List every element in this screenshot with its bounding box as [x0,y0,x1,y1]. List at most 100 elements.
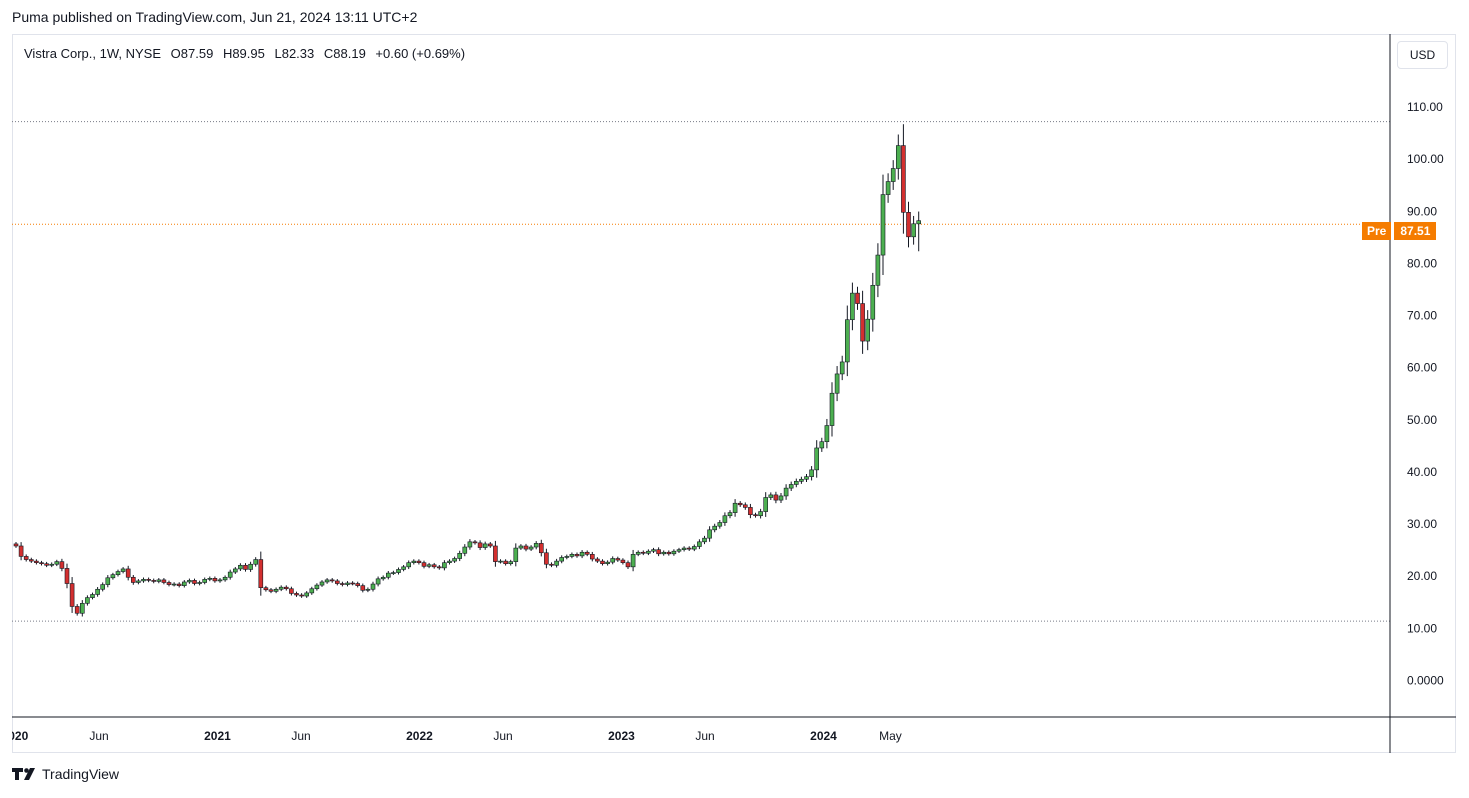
candle[interactable] [283,585,289,591]
candle[interactable] [39,560,44,566]
candle[interactable] [875,243,881,298]
candle[interactable] [824,418,830,449]
currency-button[interactable]: USD [1397,41,1448,69]
candle[interactable] [309,586,315,595]
candle[interactable] [457,550,463,562]
candle[interactable] [411,559,417,565]
candle[interactable] [727,510,733,519]
candle[interactable] [59,558,65,572]
candle[interactable] [503,559,508,566]
candle[interactable] [227,569,233,580]
candle[interactable] [600,559,605,566]
candle[interactable] [120,567,126,574]
candle[interactable] [640,550,646,556]
candle[interactable] [676,547,682,554]
candle[interactable] [197,580,202,586]
candle[interactable] [416,559,422,565]
candle[interactable] [901,124,906,234]
candle[interactable] [513,543,519,567]
candle[interactable] [289,586,294,596]
candle[interactable] [355,581,361,588]
candle[interactable] [23,554,29,562]
candle[interactable] [523,543,529,552]
candle[interactable] [595,557,600,563]
candle[interactable] [635,550,641,557]
candle[interactable] [661,550,667,556]
candle[interactable] [278,585,284,592]
candle[interactable] [569,552,575,559]
candle[interactable] [314,583,320,591]
candle[interactable] [105,575,111,588]
candle[interactable] [528,545,534,551]
candle[interactable] [192,578,197,586]
candle[interactable] [350,581,355,586]
candle[interactable] [74,604,80,616]
candle[interactable] [54,559,60,567]
candle[interactable] [243,563,248,572]
candle[interactable] [778,493,784,503]
candle[interactable] [324,578,330,584]
candle[interactable] [217,578,223,583]
candle[interactable] [589,551,595,562]
candle[interactable] [579,550,585,559]
candle[interactable] [829,382,835,437]
candle[interactable] [49,562,55,568]
candle[interactable] [85,595,90,606]
candle[interactable] [895,134,901,180]
candle[interactable] [44,561,49,568]
candle[interactable] [844,305,850,377]
candle[interactable] [258,551,264,596]
candle[interactable] [493,540,498,567]
candle[interactable] [273,587,279,594]
candle[interactable] [334,579,340,586]
candle[interactable] [564,554,570,560]
candle[interactable] [860,290,865,354]
candle[interactable] [707,526,712,542]
candle[interactable] [722,512,728,526]
candle[interactable] [365,587,371,593]
candle[interactable] [396,567,401,575]
candle[interactable] [559,555,565,564]
candle[interactable] [370,581,376,592]
candle[interactable] [360,583,366,593]
candle[interactable] [64,563,70,589]
footer-brand[interactable]: TradingView [12,766,119,782]
candle[interactable] [712,523,718,533]
candle[interactable] [615,556,621,562]
candle[interactable] [166,580,172,587]
candle[interactable] [518,544,524,550]
candle[interactable] [253,557,258,567]
candle[interactable] [110,572,116,580]
candle[interactable] [487,542,493,548]
candle[interactable] [452,556,457,563]
candle[interactable] [248,561,253,572]
candle[interactable] [18,542,24,561]
candle[interactable] [100,582,105,592]
candle[interactable] [916,211,922,252]
candle[interactable] [151,578,156,584]
candle[interactable] [467,539,473,550]
candle[interactable] [620,558,626,565]
candle[interactable] [436,565,442,570]
candle[interactable] [768,492,774,501]
candle[interactable] [345,581,350,587]
candle[interactable] [610,556,616,565]
candle[interactable] [630,549,636,572]
candle[interactable] [385,570,391,580]
candle[interactable] [442,560,447,571]
candle[interactable] [136,579,141,585]
candle[interactable] [13,542,19,548]
candle[interactable] [819,437,825,452]
candle[interactable] [472,539,478,545]
candle[interactable] [681,546,687,552]
candle[interactable] [482,541,488,550]
candle[interactable] [549,562,554,568]
candle[interactable] [80,600,85,617]
candle[interactable] [263,585,269,592]
candle[interactable] [717,520,723,529]
candle[interactable] [447,559,452,565]
candle[interactable] [686,546,692,551]
candle[interactable] [850,282,855,331]
candle[interactable] [28,557,34,563]
candle[interactable] [748,503,753,519]
